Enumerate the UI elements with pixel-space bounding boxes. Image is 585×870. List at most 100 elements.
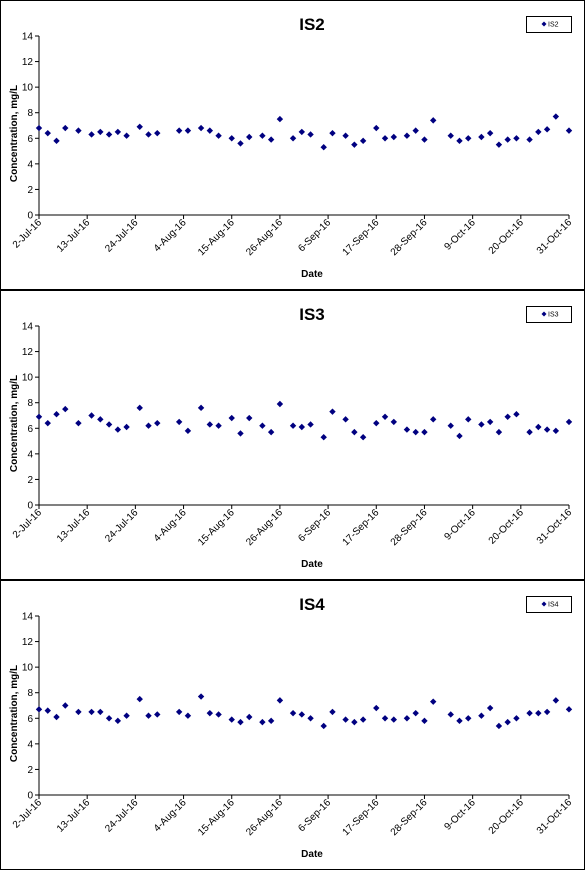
- data-point: [154, 419, 161, 427]
- data-point: [197, 693, 205, 700]
- data-point: [486, 129, 494, 137]
- data-point: [145, 712, 152, 719]
- data-point: [373, 419, 380, 427]
- data-point: [298, 711, 306, 718]
- data-point: [114, 128, 122, 136]
- data-point: [123, 712, 130, 719]
- x-tick-label: 24-Jul-16: [103, 507, 141, 545]
- data-point: [123, 423, 130, 431]
- data-point: [105, 421, 113, 428]
- data-point: [421, 428, 428, 436]
- data-point: [184, 127, 192, 134]
- chart-svg: IS4 0 2 4 6 8 10 12 14 2-Jul-16 13-Jul-16 24-Jul-16…: [0, 580, 585, 870]
- x-tick-label: 9-Oct-16: [442, 217, 478, 253]
- data-point: [267, 717, 275, 725]
- data-point: [381, 715, 389, 722]
- data-point: [390, 418, 397, 426]
- data-point: [97, 416, 104, 423]
- data-point: [359, 434, 367, 441]
- data-point: [105, 715, 113, 722]
- legend-marker: [541, 311, 547, 317]
- data-point: [175, 708, 183, 716]
- x-tick-label: 13-Jul-16: [55, 797, 93, 835]
- data-point: [390, 716, 397, 723]
- data-point: [184, 712, 192, 719]
- data-point: [535, 709, 542, 717]
- chart-title: IS4: [299, 595, 325, 614]
- data-point: [412, 127, 419, 134]
- x-tick-label: 4-Aug-16: [152, 217, 189, 254]
- x-tick-label: 24-Jul-16: [103, 797, 141, 835]
- data-point: [228, 716, 235, 723]
- data-point: [351, 141, 358, 148]
- y-tick-label: 0: [27, 501, 33, 512]
- y-tick-label: 10: [22, 373, 34, 384]
- data-point: [478, 712, 485, 719]
- data-point: [35, 413, 43, 420]
- legend: IS3: [526, 306, 572, 323]
- y-tick-label: 14: [22, 32, 34, 43]
- data-point: [206, 709, 214, 717]
- x-tick-label: 2-Jul-16: [11, 797, 45, 831]
- data-point: [267, 136, 275, 143]
- data-point: [35, 124, 43, 132]
- data-point: [513, 411, 520, 418]
- data-point: [535, 423, 542, 431]
- x-axis-title: Date: [301, 269, 323, 280]
- x-tick-label: 15-Aug-16: [196, 217, 237, 258]
- legend: IS2: [526, 16, 572, 33]
- data-point: [307, 715, 314, 722]
- data-point: [456, 432, 463, 440]
- x-tick-label: 24-Jul-16: [103, 217, 141, 255]
- data-point: [114, 717, 122, 725]
- data-point: [390, 133, 397, 141]
- legend-box: [526, 596, 572, 613]
- data-point: [206, 421, 214, 428]
- x-tick-label: 13-Jul-16: [55, 217, 93, 255]
- data-point: [351, 718, 358, 726]
- y-tick-label: 4: [27, 449, 33, 460]
- data-point: [246, 713, 253, 721]
- x-tick-label: 17-Sep-16: [341, 217, 382, 258]
- legend-box: [526, 16, 572, 33]
- data-point: [329, 408, 336, 415]
- y-tick-label: 10: [22, 663, 34, 674]
- data-point: [342, 716, 349, 723]
- y-tick-label: 12: [22, 57, 34, 68]
- data-point: [447, 132, 454, 139]
- data-point: [320, 144, 327, 151]
- data-point: [136, 123, 143, 130]
- chart-title: IS3: [299, 305, 325, 324]
- data-point: [447, 711, 454, 718]
- data-point: [565, 706, 573, 713]
- data-point: [114, 426, 122, 433]
- chart-panel-0: IS2 0 2 4 6 8 10 12 14 2-Jul-16 13-Jul-16 24-Jul-16…: [0, 0, 585, 290]
- data-point: [246, 133, 253, 141]
- data-point: [504, 136, 511, 143]
- x-tick-label: 2-Jul-16: [11, 507, 45, 541]
- data-point: [53, 411, 60, 418]
- x-tick-label: 9-Oct-16: [442, 507, 478, 543]
- x-tick-label: 26-Aug-16: [244, 507, 285, 548]
- data-point: [44, 129, 51, 137]
- data-point: [486, 704, 494, 712]
- chart-title: IS2: [299, 15, 325, 34]
- x-tick-label: 20-Oct-16: [487, 797, 527, 837]
- x-tick-label: 28-Sep-16: [389, 507, 430, 548]
- data-point: [97, 128, 104, 136]
- data-point: [145, 131, 152, 138]
- legend-label: IS4: [548, 602, 559, 609]
- x-tick-label: 15-Aug-16: [196, 797, 237, 838]
- data-point: [565, 418, 573, 426]
- data-point: [206, 127, 214, 134]
- data-point: [246, 414, 253, 422]
- data-point: [329, 708, 336, 716]
- chart-panel-2: IS4 0 2 4 6 8 10 12 14 2-Jul-16 13-Jul-16 24-Jul-16…: [0, 580, 585, 870]
- x-tick-label: 31-Oct-16: [535, 507, 575, 547]
- data-point: [276, 400, 284, 408]
- data-point: [184, 427, 192, 435]
- data-point: [123, 132, 130, 139]
- data-point: [329, 129, 336, 137]
- data-point: [552, 697, 560, 704]
- x-tick-label: 31-Oct-16: [535, 217, 575, 257]
